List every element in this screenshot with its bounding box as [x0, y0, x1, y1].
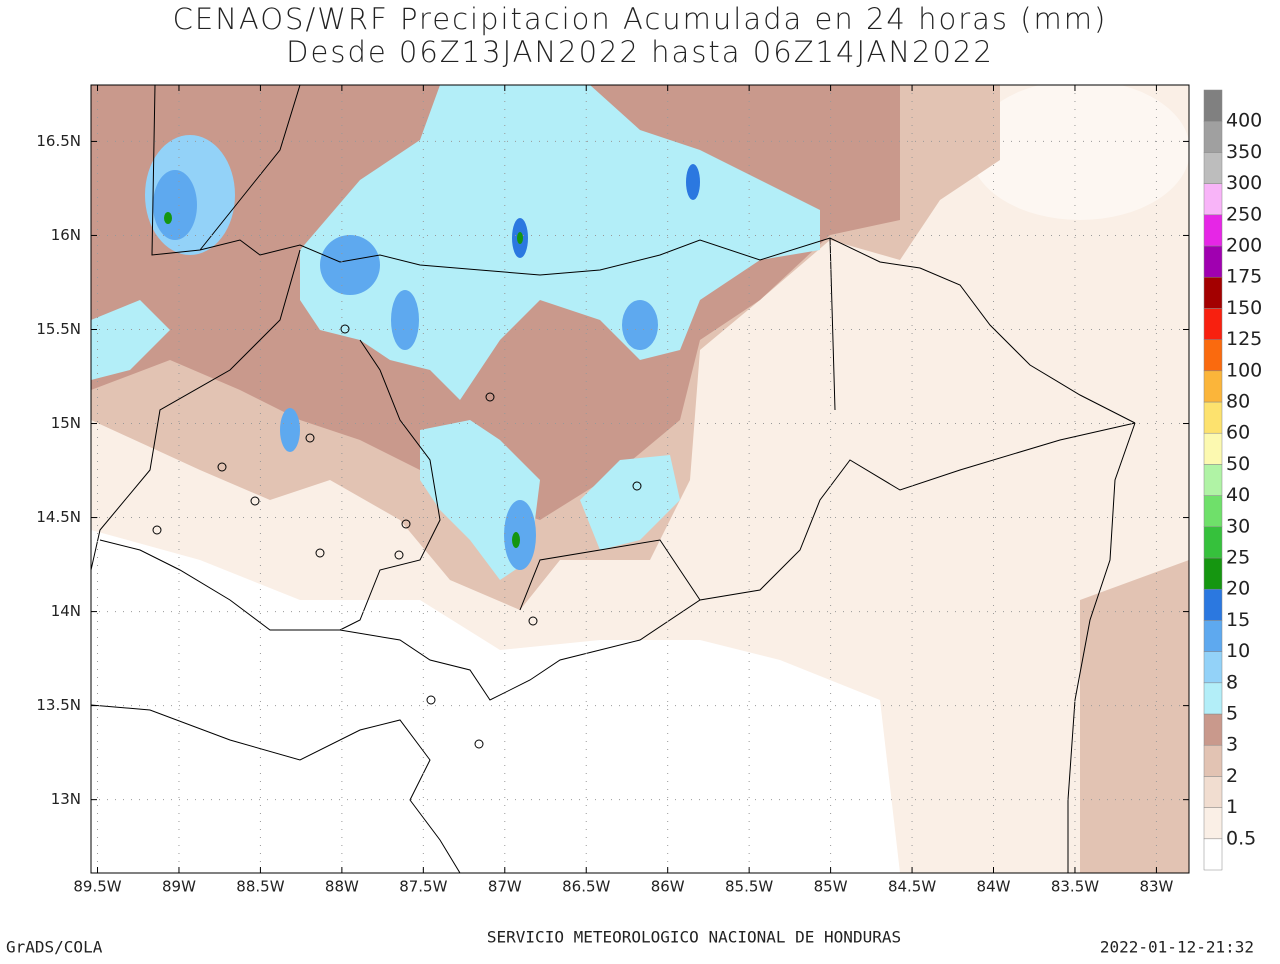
colorbar-label: 250 [1226, 203, 1262, 225]
subtitle: Desde 06Z13JAN2022 hasta 06Z14JAN2022 [286, 35, 994, 69]
x-tick-label: 86.5W [562, 878, 610, 896]
colorbar-segment [1203, 401, 1223, 434]
y-tick-label: 16.5N [36, 132, 81, 150]
precip-field [91, 85, 1189, 873]
colorbar-segment [1203, 807, 1223, 840]
colorbar-segment [1203, 89, 1223, 122]
colorbar-segment [1203, 214, 1223, 247]
x-tick-label: 83W [1139, 878, 1173, 896]
colorbar-segment [1203, 588, 1223, 621]
y-tick-label: 15.5N [36, 320, 81, 338]
colorbar-label: 15 [1226, 609, 1250, 631]
colorbar-segment [1203, 526, 1223, 559]
colorbar-segment [1203, 651, 1223, 684]
colorbar-label: 5 [1226, 703, 1238, 725]
colorbar-segment [1203, 557, 1223, 590]
title: CENAOS/WRF Precipitacion Acumulada en 24… [173, 2, 1108, 36]
colorbar-label: 125 [1226, 328, 1262, 350]
colorbar-label: 150 [1226, 297, 1262, 319]
x-tick-label: 87.5W [399, 878, 447, 896]
colorbar-label: 350 [1226, 141, 1262, 163]
colorbar-segment [1203, 776, 1223, 808]
colorbar-label: 80 [1226, 391, 1250, 413]
x-tick-label: 83.5W [1051, 878, 1099, 896]
colorbar-segment [1203, 682, 1223, 715]
x-tick-label: 88.5W [236, 878, 284, 896]
colorbar-segment [1203, 495, 1223, 528]
colorbar-segment [1203, 838, 1223, 871]
colorbar-label: 175 [1226, 266, 1262, 288]
map-frame [90, 84, 1190, 874]
footer-left: GrADS/COLA [6, 938, 103, 957]
x-tick-label: 88W [325, 878, 359, 896]
colorbar-segment [1203, 152, 1223, 184]
colorbar-label: 10 [1226, 640, 1250, 662]
x-tick-label: 84W [977, 878, 1011, 896]
colorbar-label: 0.5 [1226, 827, 1256, 849]
colorbar-label: 8 [1226, 671, 1238, 693]
colorbar-segment [1203, 245, 1223, 278]
colorbar-segment [1203, 120, 1223, 153]
colorbar-label: 40 [1226, 484, 1250, 506]
y-tick-label: 16N [51, 226, 81, 244]
colorbar-label: 20 [1226, 578, 1250, 600]
colorbar-label: 2 [1226, 765, 1238, 787]
y-tick-label: 13N [51, 790, 81, 808]
colorbar-label: 50 [1226, 453, 1250, 475]
city-markers [152, 324, 642, 749]
colorbar-segment [1203, 339, 1223, 372]
colorbar-label: 100 [1226, 359, 1262, 381]
colorbar-label: 1 [1226, 796, 1238, 818]
colorbar-segment [1203, 183, 1223, 216]
colorbar-label: 300 [1226, 172, 1262, 194]
y-tick-label: 15N [51, 414, 81, 432]
colorbar-segment [1203, 308, 1223, 340]
x-tick-label: 89W [162, 878, 196, 896]
colorbar-segment [1203, 370, 1223, 403]
colorbar-label: 60 [1226, 422, 1250, 444]
colorbar-label: 3 [1226, 734, 1238, 756]
boundaries [91, 85, 1136, 873]
x-tick-label: 89.5W [73, 878, 121, 896]
colorbar-label: 30 [1226, 515, 1250, 537]
colorbar-label: 200 [1226, 235, 1262, 257]
x-tick-label: 85W [814, 878, 848, 896]
colorbar-segment [1203, 713, 1223, 746]
y-tick-label: 13.5N [36, 696, 81, 714]
colorbar-segment [1203, 620, 1223, 652]
x-tick-label: 86W [651, 878, 685, 896]
colorbar-segment [1203, 464, 1223, 496]
colorbar-label: 400 [1226, 110, 1262, 132]
footer-center: SERVICIO METEOROLOGICO NACIONAL DE HONDU… [487, 928, 901, 947]
x-tick-label: 85.5W [725, 878, 773, 896]
x-tick-label: 87W [488, 878, 522, 896]
colorbar-label: 25 [1226, 547, 1250, 569]
y-tick-label: 14N [51, 602, 81, 620]
y-tick-label: 14.5N [36, 508, 81, 526]
footer-right: 2022-01-12-21:32 [1100, 938, 1254, 957]
colorbar-segment [1203, 276, 1223, 309]
colorbar-segment [1203, 432, 1223, 465]
colorbar-segment [1203, 744, 1223, 777]
x-tick-label: 84.5W [888, 878, 936, 896]
